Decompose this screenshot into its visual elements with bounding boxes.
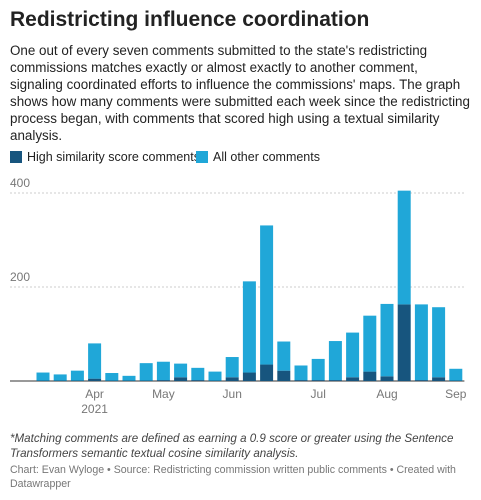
legend-item: High similarity score comments	[10, 150, 200, 164]
x-tick-label: May	[152, 387, 175, 401]
bar-segment	[294, 380, 308, 381]
bar-segment	[277, 370, 291, 381]
bar-segment	[174, 377, 188, 381]
x-tick-label: Apr 2021	[81, 387, 108, 416]
bar-segment	[346, 332, 360, 378]
bar-segment	[105, 373, 119, 381]
bar-segment	[139, 363, 153, 381]
bar-segment	[208, 371, 222, 381]
legend-swatch	[10, 151, 22, 163]
bar-segment	[328, 380, 342, 381]
bar-segment	[174, 363, 188, 378]
bar-segment	[397, 304, 411, 381]
legend-item: All other comments	[196, 150, 320, 164]
bar-segment	[260, 364, 274, 381]
chart-subtitle: One out of every seven comments submitte…	[10, 43, 470, 143]
bar-segment	[225, 357, 239, 378]
bar-segment	[346, 377, 360, 381]
bar-segment	[397, 190, 411, 305]
x-tick-label: Aug	[376, 387, 397, 401]
bar-segment	[311, 358, 325, 381]
credit: Chart: Evan Wyloge • Source: Redistricti…	[10, 464, 456, 490]
bar-segment	[380, 303, 394, 377]
x-tick-label: Jul	[311, 387, 326, 401]
bar-segment	[363, 315, 377, 372]
bar-segment	[328, 341, 342, 381]
chart-title: Redistricting influence coordination	[10, 8, 370, 31]
bar-segment	[294, 365, 308, 381]
bar-segment	[36, 372, 50, 381]
bar-segment	[53, 374, 67, 381]
bar-segment	[191, 367, 205, 381]
bar-segment	[414, 304, 428, 381]
x-tick-label: Jun	[223, 387, 242, 401]
chart: 200 400 Apr 2021 May Jun Jul Aug Sep	[10, 176, 467, 416]
bar-segment	[432, 307, 446, 378]
bar-segment	[380, 376, 394, 381]
bar-segment	[122, 375, 136, 381]
bar-segment	[432, 377, 446, 381]
bar-segment	[88, 343, 102, 379]
bar-segment	[242, 281, 256, 373]
x-tick-label: Sep	[445, 387, 467, 401]
bar-segment	[260, 225, 274, 365]
bar-segment	[414, 380, 428, 381]
bar-segment	[242, 372, 256, 381]
bar-segment	[311, 380, 325, 381]
legend-swatch	[196, 151, 208, 163]
bar-segment	[277, 341, 291, 371]
bar-segment	[70, 370, 84, 381]
bar-segment	[88, 378, 102, 381]
y-tick-label: 200	[10, 270, 30, 284]
bar-segment	[191, 380, 205, 381]
bar-segment	[363, 371, 377, 381]
bar-segment	[225, 377, 239, 381]
legend-label: All other comments	[213, 150, 320, 164]
y-tick-label: 400	[10, 176, 30, 190]
bar-segment	[156, 361, 170, 381]
footnote: *Matching comments are defined as earnin…	[10, 432, 454, 460]
bar-segment	[156, 380, 170, 381]
legend-label: High similarity score comments	[27, 150, 200, 164]
bar-segment	[449, 368, 463, 381]
